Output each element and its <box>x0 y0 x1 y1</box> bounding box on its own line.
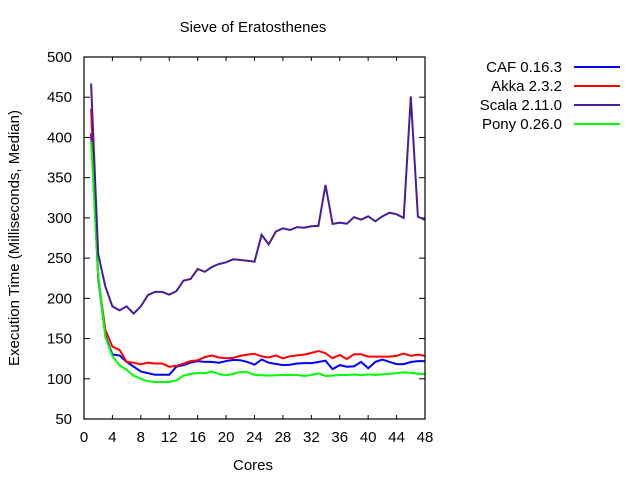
x-tick-label: 48 <box>417 429 434 446</box>
axis-ticks <box>84 57 425 419</box>
y-axis-tick-labels: 50 100 150 200 250 300 350 400 450 500 <box>47 49 72 428</box>
legend-item-caf: CAF 0.16.3 <box>486 59 620 76</box>
legend-label: Akka 2.3.2 <box>491 78 562 95</box>
x-tick-label: 24 <box>246 429 263 446</box>
y-tick-label: 450 <box>47 89 72 106</box>
x-tick-label: 16 <box>189 429 206 446</box>
legend-item-akka: Akka 2.3.2 <box>491 78 620 95</box>
y-tick-label: 200 <box>47 290 72 307</box>
x-tick-label: 4 <box>108 429 116 446</box>
x-axis-label: Cores <box>233 457 273 474</box>
chart-title: Sieve of Eratosthenes <box>180 19 327 36</box>
x-tick-label: 28 <box>275 429 292 446</box>
y-tick-label: 500 <box>47 49 72 66</box>
legend: CAF 0.16.3 Akka 2.3.2 Scala 2.11.0 Pony 0.2… <box>480 59 620 133</box>
y-tick-label: 250 <box>47 250 72 267</box>
legend-item-scala: Scala 2.11.0 <box>480 97 620 114</box>
series-lines <box>90 83 426 383</box>
x-tick-label: 0 <box>80 429 88 446</box>
y-tick-label: 400 <box>47 129 72 146</box>
y-tick-label: 100 <box>47 371 72 388</box>
y-tick-label: 300 <box>47 210 72 227</box>
legend-label: CAF 0.16.3 <box>486 59 562 76</box>
series-line-akka <box>90 108 426 368</box>
legend-label: Scala 2.11.0 <box>480 97 562 114</box>
y-tick-label: 350 <box>47 170 72 187</box>
x-tick-label: 40 <box>360 429 377 446</box>
y-axis-label: Execution Time (Milliseconds, Median) <box>6 110 23 366</box>
series-line-pony <box>90 141 426 383</box>
x-tick-label: 44 <box>388 429 405 446</box>
y-tick-label: 50 <box>55 411 72 428</box>
series-line-scala <box>90 83 426 316</box>
x-tick-label: 32 <box>303 429 320 446</box>
y-tick-label: 150 <box>47 331 72 348</box>
legend-item-pony: Pony 0.26.0 <box>482 116 620 133</box>
x-tick-label: 20 <box>218 429 235 446</box>
x-tick-label: 12 <box>161 429 178 446</box>
legend-label: Pony 0.26.0 <box>482 116 562 133</box>
x-axis-tick-labels: 0 4 8 12 16 20 24 28 32 36 40 44 48 <box>80 429 434 446</box>
x-tick-label: 8 <box>137 429 145 446</box>
plot-frame <box>83 56 426 420</box>
series-line-caf <box>90 133 425 376</box>
x-tick-label: 36 <box>331 429 348 446</box>
